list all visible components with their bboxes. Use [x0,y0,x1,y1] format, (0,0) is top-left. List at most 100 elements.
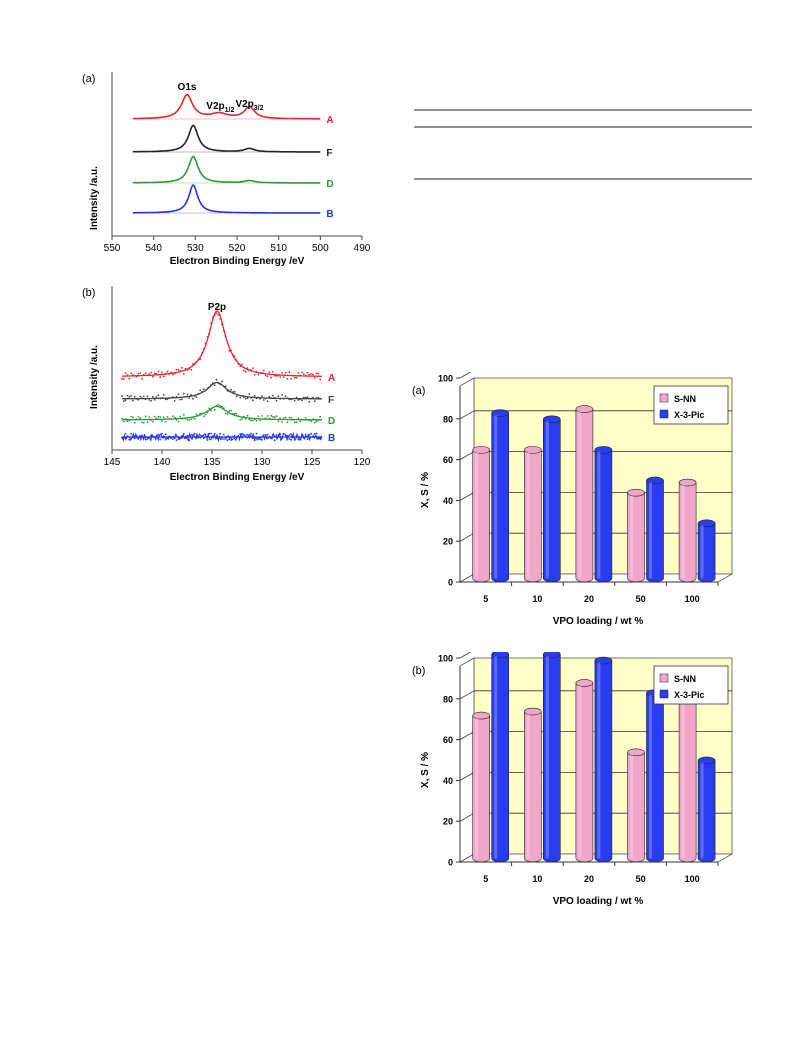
data-point [213,384,216,387]
bar-highlight [700,525,704,579]
data-point [121,378,123,380]
data-point [282,376,285,379]
bar-chart-a: (a) X, S / % 0 20 40 60 80 100 5 10 20 50 100 S-N… [412,372,734,627]
y-axis-label: X, S / % [420,472,431,508]
data-point [182,373,185,375]
bar-S-NN [524,446,542,583]
data-point [188,397,191,399]
data-point [202,415,205,418]
data-point [259,419,262,422]
data-point [313,377,316,379]
data-point [150,400,152,402]
bar-S-NN [627,748,645,863]
xps-chart-b: (b) Intensity /a.u. 145 140 135 130 125 120 A… [82,286,370,483]
bar-top [543,652,561,659]
data-point [277,395,280,397]
data-point [313,400,316,403]
x-tick-label: 100 [685,594,700,604]
data-point [297,372,300,374]
data-point [288,371,291,374]
data-point [130,395,132,397]
data-point [250,419,253,422]
data-point [252,437,254,440]
data-point [130,372,132,375]
data-point [317,372,320,375]
data-point [148,399,151,401]
data-point [142,422,145,424]
data-point [162,416,165,418]
data-point [221,380,223,383]
bar-highlight [597,662,601,859]
data-point [177,393,180,396]
data-point [310,420,312,423]
data-point [286,377,289,380]
series-line-D [121,405,322,421]
grid-line-side [459,772,475,781]
data-point [279,417,282,420]
bar-body [543,418,561,583]
data-point [122,378,125,380]
data-point [148,372,151,375]
data-point [157,394,160,397]
bar-top [575,679,594,687]
x-tick-label: 135 [204,457,221,468]
series-points-D [121,403,322,424]
data-point [250,432,253,435]
data-point [264,374,267,377]
series-label: D [326,179,333,190]
bar-body [491,412,509,583]
bar-X-3-Pic [646,476,664,583]
data-point [244,370,247,373]
table-rules [414,109,752,180]
bar-top [524,446,542,454]
data-point [270,376,272,379]
data-point [288,438,291,440]
x-tick-label: 20 [584,594,594,604]
data-point [195,396,198,399]
data-point [306,371,309,374]
data-point [286,421,289,424]
data-point [290,378,292,380]
data-point [312,373,314,376]
bar-body [491,654,509,863]
data-point [281,394,283,396]
data-point [224,412,227,415]
y-tick-label: 0 [448,858,453,868]
bar-top [594,656,613,665]
bar-body [524,449,542,583]
grid-line-side [459,410,475,420]
bar-top [627,488,645,497]
bar-top [491,409,509,417]
data-point [153,398,156,401]
bar-highlight [494,415,498,579]
data-point [217,314,220,316]
bar-body [697,760,716,863]
data-point [262,369,265,372]
data-point [137,416,140,418]
data-point [139,417,142,420]
bar-top [678,478,697,487]
data-point [228,409,231,412]
bar-top [594,446,613,454]
bar-S-NN [575,679,594,863]
bar-highlight [681,484,685,579]
data-point [239,396,242,399]
data-point [239,419,242,421]
data-point [281,372,283,374]
data-point [144,415,147,418]
data-point [297,438,300,441]
x-tick-label: 130 [254,457,271,468]
bar-top [575,405,594,413]
data-point [304,417,307,419]
data-point [293,421,296,424]
legend-label: S-NN [674,674,696,684]
bar-highlight [475,717,479,859]
data-point [179,398,182,401]
x-tick-label: 490 [354,243,370,254]
data-point [304,396,307,399]
data-point [188,419,191,421]
data-point [162,393,165,396]
y-tick-label: 80 [443,414,453,424]
data-point [182,392,185,395]
data-point [315,372,318,375]
